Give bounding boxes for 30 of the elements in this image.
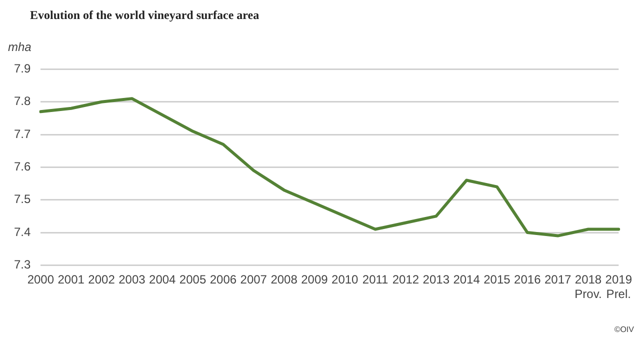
y-tick-label: 7.5 [14,192,31,206]
x-tick-label: 2005 [179,272,206,287]
x-tick-label: 2010 [332,272,359,287]
x-tick-label: 2009 [301,272,328,287]
x-tick-label: 2017 [544,272,572,287]
y-tick-label: 7.9 [14,62,31,76]
x-tick-label: 2006 [210,272,237,287]
x-tick-label: 2018 Prov. [574,272,602,302]
x-tick-label: 2003 [118,272,146,287]
x-tick-label: 2008 [270,272,298,287]
y-tick-label: 7.8 [14,94,31,108]
x-tick-label: 2004 [149,272,176,287]
x-tick-label: 2012 [392,272,420,287]
x-tick-label: 2000 [27,272,54,287]
x-tick-label: 2001 [58,272,85,287]
x-tick-label: 2011 [362,272,389,287]
x-tick-label: 2016 [514,272,542,287]
y-axis-title: mha [8,40,32,54]
x-tick-label: 2013 [422,272,450,287]
text: ©OIV [614,325,634,334]
y-tick-label: 7.3 [14,258,31,272]
x-tick-label: 2019 Prel. [605,272,632,302]
y-tick-label: 7.4 [14,224,31,239]
x-tick-label: 2014 [453,272,480,287]
y-tick-label: 7.7 [14,126,31,141]
chart-title: Evolution of the world vineyard surface area [30,8,260,23]
x-tick-label: 2007 [240,272,268,287]
y-tick-label: 7.6 [14,160,31,174]
x-tick-label: 2002 [88,272,116,287]
x-tick-label: 2015 [484,272,511,287]
